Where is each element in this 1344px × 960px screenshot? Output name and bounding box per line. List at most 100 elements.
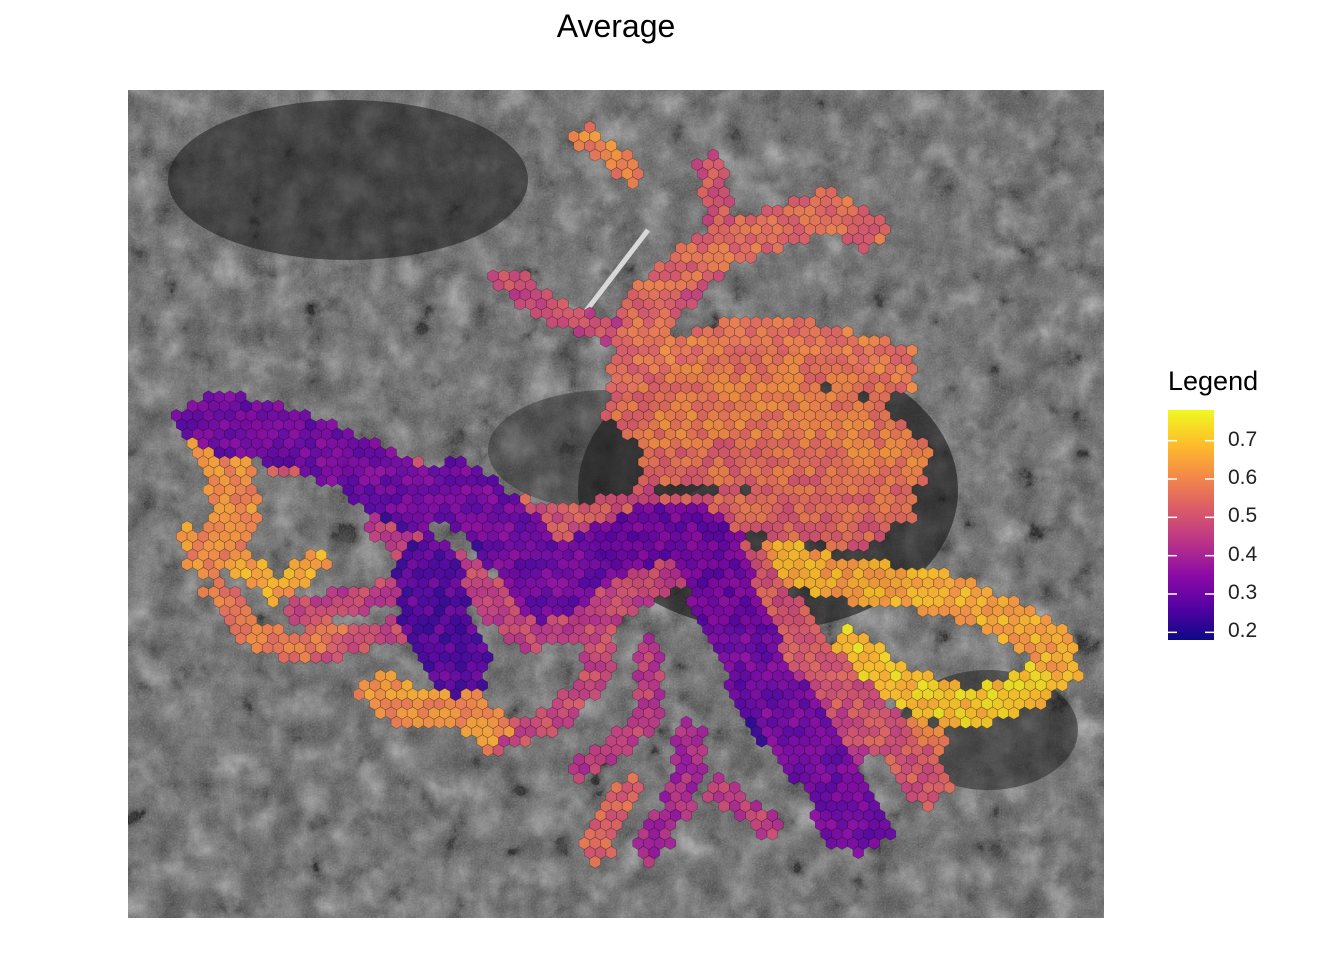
hex-cell: [825, 185, 838, 199]
hex-cell: [369, 529, 381, 543]
hex-cell: [680, 808, 693, 822]
hex-cell: [879, 557, 891, 571]
hex-cell: [643, 594, 655, 609]
hex-cell: [857, 836, 870, 850]
hex-cell: [809, 529, 821, 543]
hex-cell: [868, 594, 881, 609]
hex-cell: [519, 734, 532, 748]
hex-cell: [879, 594, 891, 609]
hex-cell: [385, 669, 397, 683]
hex-cell: [841, 195, 854, 209]
hex-cell: [916, 567, 929, 581]
hex-cell: [358, 436, 370, 450]
hex-cell: [702, 492, 714, 506]
hex-cell: [412, 529, 424, 543]
hex-cell: [906, 567, 918, 581]
hex-cell: [782, 576, 795, 590]
hex-cell: [412, 715, 424, 729]
hex-cell: [793, 446, 805, 460]
hex-cell: [1008, 669, 1020, 683]
hex-cell: [433, 715, 446, 729]
forest-area-north: [168, 100, 528, 260]
hex-cell: [900, 594, 913, 609]
hex-cell: [981, 715, 993, 729]
hex-cell: [508, 734, 521, 748]
hex-cell: [954, 687, 966, 702]
hex-cell: [895, 660, 907, 674]
hex-cell: [573, 139, 585, 153]
hex-cell: [1024, 604, 1036, 618]
hex-cell: [1008, 706, 1020, 720]
hex-cell: [584, 306, 596, 320]
hex-cell: [857, 539, 870, 553]
hex-cell: [299, 613, 311, 627]
hex-cell: [304, 418, 317, 432]
hex-cell: [331, 427, 344, 441]
hex-cell: [739, 520, 752, 534]
hex-cell: [814, 185, 827, 199]
hex-cell: [788, 232, 800, 246]
hex-cell: [922, 669, 934, 683]
hex-cell: [873, 232, 886, 246]
hex-cell: [718, 799, 730, 813]
hex-cell: [755, 381, 768, 395]
hex-cell: [278, 464, 290, 478]
hex-cell: [181, 539, 193, 553]
hex-cell: [712, 381, 725, 395]
hex-cell: [664, 334, 677, 348]
hex-cell: [589, 762, 601, 776]
hex-cell: [213, 390, 225, 404]
hex-cell: [809, 548, 821, 562]
hex-cell: [557, 315, 569, 330]
hex-cell: [573, 771, 585, 785]
hex-cell: [841, 511, 854, 525]
hex-cell: [482, 743, 494, 757]
hex-cell: [884, 827, 897, 841]
hex-cell: [873, 213, 886, 227]
hex-cell: [782, 315, 795, 330]
hex-cell: [873, 529, 886, 543]
hex-cell: [310, 650, 322, 664]
hex-cell: [315, 474, 327, 488]
hex-cell: [610, 167, 623, 181]
hex-cell: [857, 204, 870, 218]
hex-cell: [804, 501, 816, 516]
hex-cell: [788, 771, 800, 785]
hex-cell: [482, 613, 494, 627]
hex-cell: [1008, 594, 1020, 609]
hex-cell: [358, 585, 370, 599]
hex-cell: [637, 474, 650, 488]
hex-cell: [954, 576, 966, 590]
hex-cell: [347, 436, 360, 450]
hex-cell: [804, 315, 816, 330]
hex-cell: [492, 743, 505, 757]
hex-cell: [965, 576, 977, 590]
hex-cell: [347, 641, 360, 655]
legend-title: Legend: [1168, 366, 1259, 396]
hex-cell: [530, 641, 542, 655]
legend-tick-label: 0.6: [1228, 466, 1258, 489]
hex-cell: [444, 455, 456, 469]
hex-cell: [771, 446, 784, 460]
hex-cell: [358, 604, 370, 618]
hex-cell: [809, 585, 821, 599]
hex-cell: [272, 622, 284, 636]
hex-cell: [675, 241, 687, 255]
hex-cell: [589, 687, 601, 702]
hex-cell: [1056, 622, 1068, 636]
hex-cell: [1051, 669, 1063, 683]
hex-cell: [229, 567, 242, 581]
hex-cell: [492, 483, 505, 497]
legend-tick-label: 0.4: [1228, 542, 1258, 566]
hex-cell: [374, 446, 387, 460]
hex-cell: [782, 539, 795, 553]
hex-cell: [836, 557, 848, 571]
hex-cell: [321, 650, 333, 664]
hex-cell: [235, 632, 247, 646]
hex-cell: [890, 594, 902, 609]
hex-cell: [557, 632, 569, 646]
hex-cell: [428, 464, 440, 478]
hex-cell: [847, 594, 859, 609]
hex-cell: [460, 687, 472, 702]
legend-tick-label: 0.7: [1228, 427, 1258, 451]
